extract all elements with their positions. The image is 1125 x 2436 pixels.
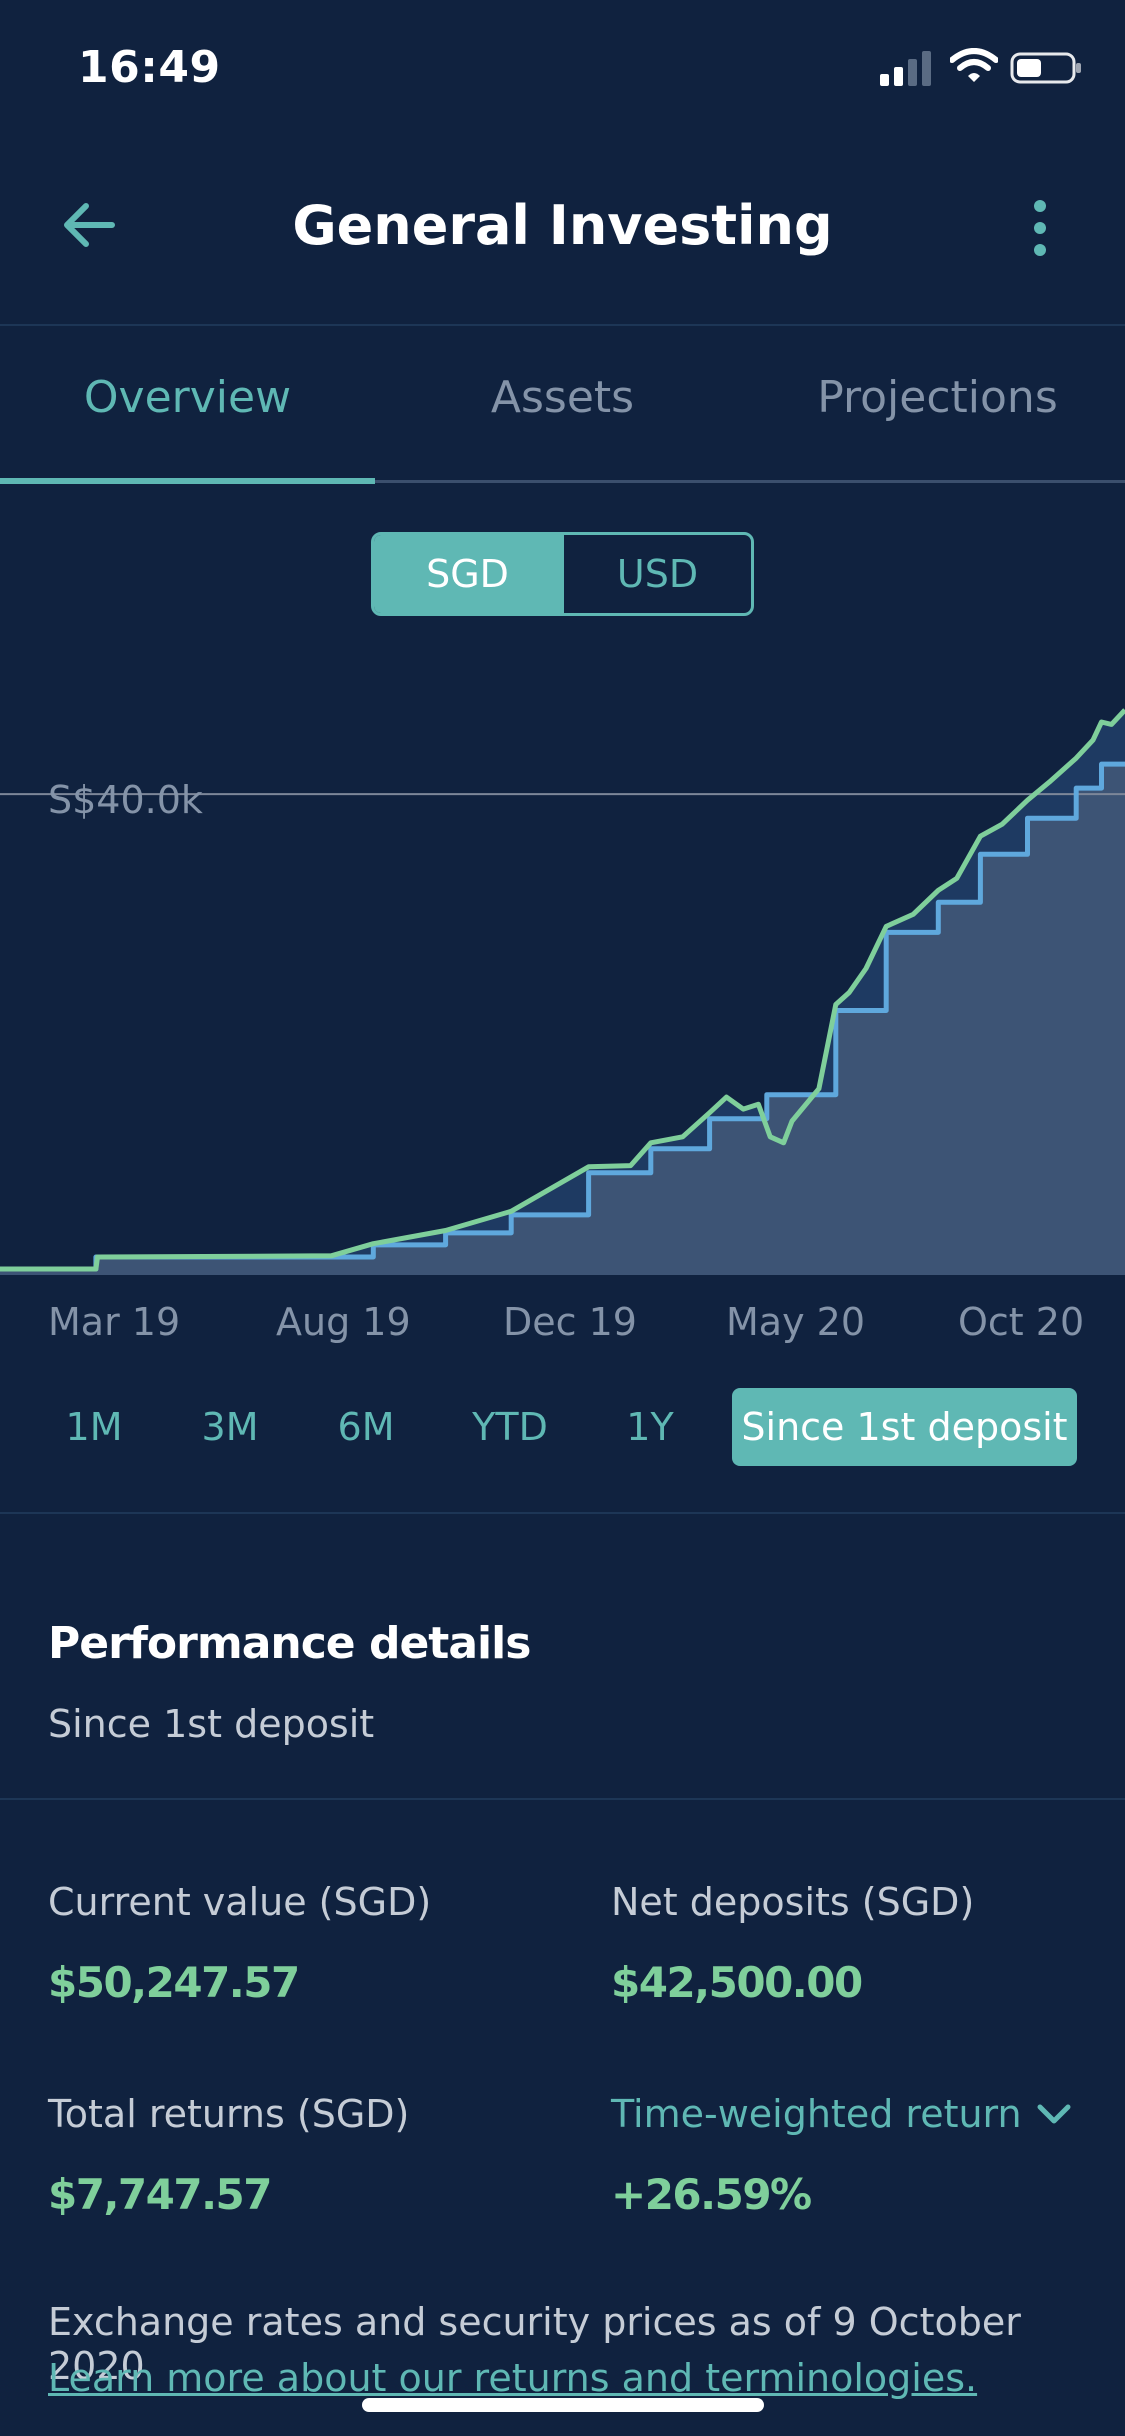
- currency-option-usd[interactable]: USD: [561, 535, 751, 613]
- x-tick-label: Dec 19: [503, 1300, 637, 1344]
- twr-label: Time-weighted return: [611, 2092, 1022, 2136]
- period-6m-button[interactable]: 6M: [337, 1405, 395, 1449]
- tabs-divider: [0, 480, 1125, 483]
- tab-overview[interactable]: Overview: [83, 372, 292, 423]
- currency-option-sgd[interactable]: SGD: [374, 535, 561, 613]
- currency-toggle[interactable]: SGD USD: [371, 532, 754, 616]
- x-tick-label: Oct 20: [958, 1300, 1085, 1344]
- home-indicator[interactable]: [362, 2398, 764, 2412]
- twr-dropdown[interactable]: Time-weighted return: [611, 2092, 1072, 2136]
- page-title: General Investing: [292, 194, 833, 257]
- y-gridline-label: S$40.0k: [48, 778, 203, 822]
- period-1y-button[interactable]: 1Y: [626, 1405, 674, 1449]
- twr-value: +26.59%: [611, 2170, 812, 2219]
- cellular-signal-icon: [880, 51, 931, 86]
- period-since-first-deposit-button[interactable]: Since 1st deposit: [732, 1388, 1077, 1466]
- arrow-left-icon: [64, 203, 115, 247]
- back-button[interactable]: [44, 190, 134, 260]
- total-returns-label: Total returns (SGD): [48, 2092, 410, 2136]
- performance-chart[interactable]: [0, 690, 1125, 1280]
- x-tick-label: Mar 19: [48, 1300, 181, 1344]
- series-line-net-deposits: [0, 761, 1125, 1272]
- prices-footnote: Exchange rates and security prices as of…: [48, 2300, 1021, 2388]
- series-line-current-value: [0, 708, 1125, 1272]
- status-time: 16:49: [78, 42, 221, 93]
- total-returns-value: $7,747.57: [48, 2170, 272, 2219]
- period-1m-button[interactable]: 1M: [65, 1405, 123, 1449]
- deposits-area: [0, 764, 1125, 1275]
- battery-icon: [1010, 52, 1081, 84]
- chevron-down-icon: [1037, 2104, 1071, 2124]
- net-deposits-label: Net deposits (SGD): [611, 1880, 975, 1924]
- more-vertical-icon[interactable]: [1010, 192, 1070, 262]
- net-deposits-value: $42,500.00: [611, 1958, 863, 2007]
- x-tick-label: Aug 19: [276, 1300, 411, 1344]
- period-3m-button[interactable]: 3M: [201, 1405, 259, 1449]
- performance-subtitle: Since 1st deposit: [48, 1702, 375, 1746]
- tab-projections[interactable]: Projections: [817, 372, 1058, 423]
- performance-divider: [0, 1798, 1125, 1800]
- learn-more-link[interactable]: Learn more about our returns and termino…: [48, 2356, 978, 2400]
- header-divider: [0, 324, 1125, 326]
- current-value-label: Current value (SGD): [48, 1880, 432, 1924]
- current-value: $50,247.57: [48, 1958, 300, 2007]
- active-tab-indicator: [0, 478, 375, 484]
- performance-title: Performance details: [48, 1618, 531, 1669]
- wifi-icon: [950, 48, 998, 82]
- period-ytd-button[interactable]: YTD: [472, 1405, 548, 1449]
- tab-assets[interactable]: Assets: [490, 372, 635, 423]
- x-tick-label: May 20: [726, 1300, 865, 1344]
- section-divider: [0, 1512, 1125, 1514]
